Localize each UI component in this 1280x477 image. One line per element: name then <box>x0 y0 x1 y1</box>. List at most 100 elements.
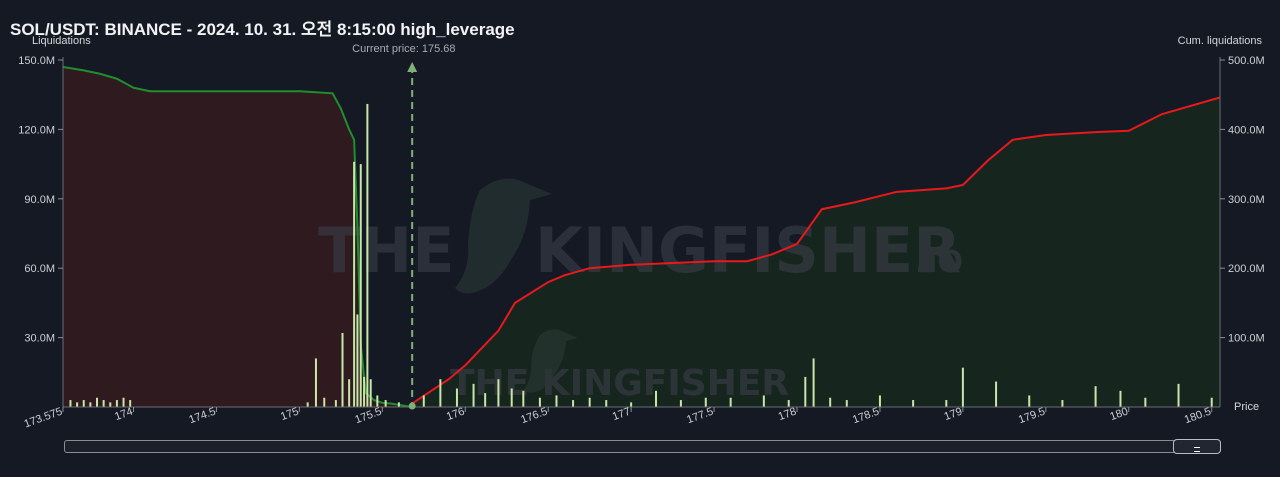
liquidation-bar <box>89 402 92 407</box>
liquidation-bar <box>102 400 105 407</box>
liquidation-bar <box>961 367 964 407</box>
liquidation-bar <box>96 397 99 407</box>
liquidation-bar <box>945 400 948 407</box>
liquidation-bar <box>384 400 387 407</box>
liquidation-bar <box>538 397 541 407</box>
liquidation-bar <box>359 164 362 407</box>
liquidation-bar <box>363 376 366 407</box>
y-tick-label: 90.0M <box>24 194 55 206</box>
liquidation-bar <box>82 400 85 407</box>
liquidation-bar <box>812 358 815 407</box>
left-axis-title: Liquidations <box>32 35 91 47</box>
liquidation-bar <box>787 400 790 407</box>
liquidation-bar <box>323 397 326 407</box>
y2-tick-label: 100.0M <box>1228 333 1265 345</box>
liquidation-bar <box>555 395 558 407</box>
left-axis-ticks: 150.0M 120.0M 90.0M 60.0M 30.0M <box>18 55 63 345</box>
x-tick-label: 179.5 <box>1017 406 1047 427</box>
liquidation-bar <box>376 395 379 407</box>
watermark-text-io: .IO <box>915 245 963 280</box>
range-scrollbar-handle[interactable] <box>1173 439 1221 454</box>
x-tick-label: 177 <box>611 406 632 424</box>
liquidation-bar <box>995 381 998 407</box>
x-tick-label: 176.5 <box>519 406 549 427</box>
kingfisher-bird-small-icon <box>524 329 578 393</box>
y-tick-label: 150.0M <box>18 55 55 67</box>
cum-area-long <box>63 66 413 407</box>
watermark-brand-small: THE KINGFISHER <box>450 363 789 404</box>
kingfisher-bird-icon <box>455 178 552 294</box>
liquidation-bar <box>122 397 125 407</box>
current-price-marker: Current price: 175.68 <box>352 43 456 410</box>
liquidation-bar <box>422 395 425 407</box>
liquidation-bar <box>912 400 915 407</box>
liquidation-bar <box>804 376 807 407</box>
watermark: THE KINGFISHER .IO THE KINGFISHER <box>318 178 963 404</box>
liquidation-bar <box>845 400 848 407</box>
arrow-up-icon <box>407 62 418 72</box>
liquidation-bar <box>510 388 513 407</box>
liquidation-bar <box>1210 397 1213 407</box>
cum-area-short <box>412 97 1220 407</box>
x-axis-title: Price <box>1234 401 1259 413</box>
liquidation-bar <box>76 402 79 407</box>
liquidation-bar <box>655 390 658 407</box>
liquidation-bar <box>588 397 591 407</box>
watermark-text-the: THE <box>318 214 455 287</box>
y-tick-label: 30.0M <box>24 333 55 345</box>
liquidation-bar <box>829 397 832 407</box>
x-tick-label: 175.5 <box>353 406 383 427</box>
liquidation-bar <box>348 379 351 407</box>
watermark-text-kingfisher: KINGFISHER <box>535 214 961 287</box>
liquidation-bar <box>679 400 682 407</box>
y2-tick-label: 400.0M <box>1228 124 1265 136</box>
liquidation-bar <box>129 400 132 407</box>
liquidation-bar <box>1094 386 1097 407</box>
x-tick-label: 178.5 <box>851 406 881 427</box>
liquidation-bar <box>572 400 575 407</box>
y2-tick-label: 200.0M <box>1228 263 1265 275</box>
x-tick-label: 174.5 <box>187 406 217 427</box>
liquidation-bar <box>115 400 118 407</box>
grip-icon <box>1194 447 1200 452</box>
current-price-dot <box>408 402 416 410</box>
liquidation-bar <box>605 400 608 407</box>
liquidation-bar <box>306 402 309 407</box>
liquidation-bar <box>762 395 765 407</box>
right-axis-ticks: 500.0M 400.0M 300.0M 200.0M 100.0M <box>1220 55 1265 345</box>
liquidation-bar <box>69 400 72 407</box>
current-price-label: Current price: 175.68 <box>352 43 455 55</box>
liquidation-bar <box>522 390 525 407</box>
y-tick-label: 60.0M <box>24 263 55 275</box>
x-tick-label: 174 <box>113 406 134 424</box>
range-scrollbar-track[interactable] <box>64 440 1221 453</box>
liquidation-bar <box>109 402 112 407</box>
x-tick-label: 180.5 <box>1183 406 1213 427</box>
y2-tick-label: 300.0M <box>1228 194 1265 206</box>
liquidation-bar <box>369 379 372 407</box>
x-tick-label: 176 <box>445 406 466 424</box>
liquidation-bar <box>472 383 475 407</box>
liquidation-bar <box>729 397 732 407</box>
liquidation-bar <box>353 161 356 407</box>
right-axis-title: Cum. liquidations <box>1178 35 1263 47</box>
liquidation-bar <box>356 314 359 407</box>
liquidation-bar <box>878 395 881 407</box>
cumulative-area-layer <box>63 66 1220 407</box>
liquidation-bar <box>455 388 458 407</box>
liquidation-bar <box>1061 400 1064 407</box>
x-tick-label: 179 <box>943 406 964 424</box>
liquidation-bar <box>497 379 500 407</box>
x-tick-label: 173.575 <box>23 406 64 431</box>
liquidation-bar <box>1028 395 1031 407</box>
y2-tick-label: 500.0M <box>1228 55 1265 67</box>
liquidation-bar <box>630 402 633 407</box>
x-tick-label: 178 <box>777 406 798 424</box>
liquidation-bar <box>439 379 442 407</box>
x-axis-ticks: 173.575 174 174.5 175 175.5 176 176.5 177 177.5 1… <box>23 406 1213 431</box>
chart-title: SOL/USDT: BINANCE - 2024. 10. 31. 오전 8:1… <box>10 20 515 39</box>
liquidation-bar <box>1119 390 1122 407</box>
liquidation-bar <box>397 402 400 407</box>
liquidation-bar <box>484 393 487 407</box>
cum-line-short <box>411 96 1220 405</box>
